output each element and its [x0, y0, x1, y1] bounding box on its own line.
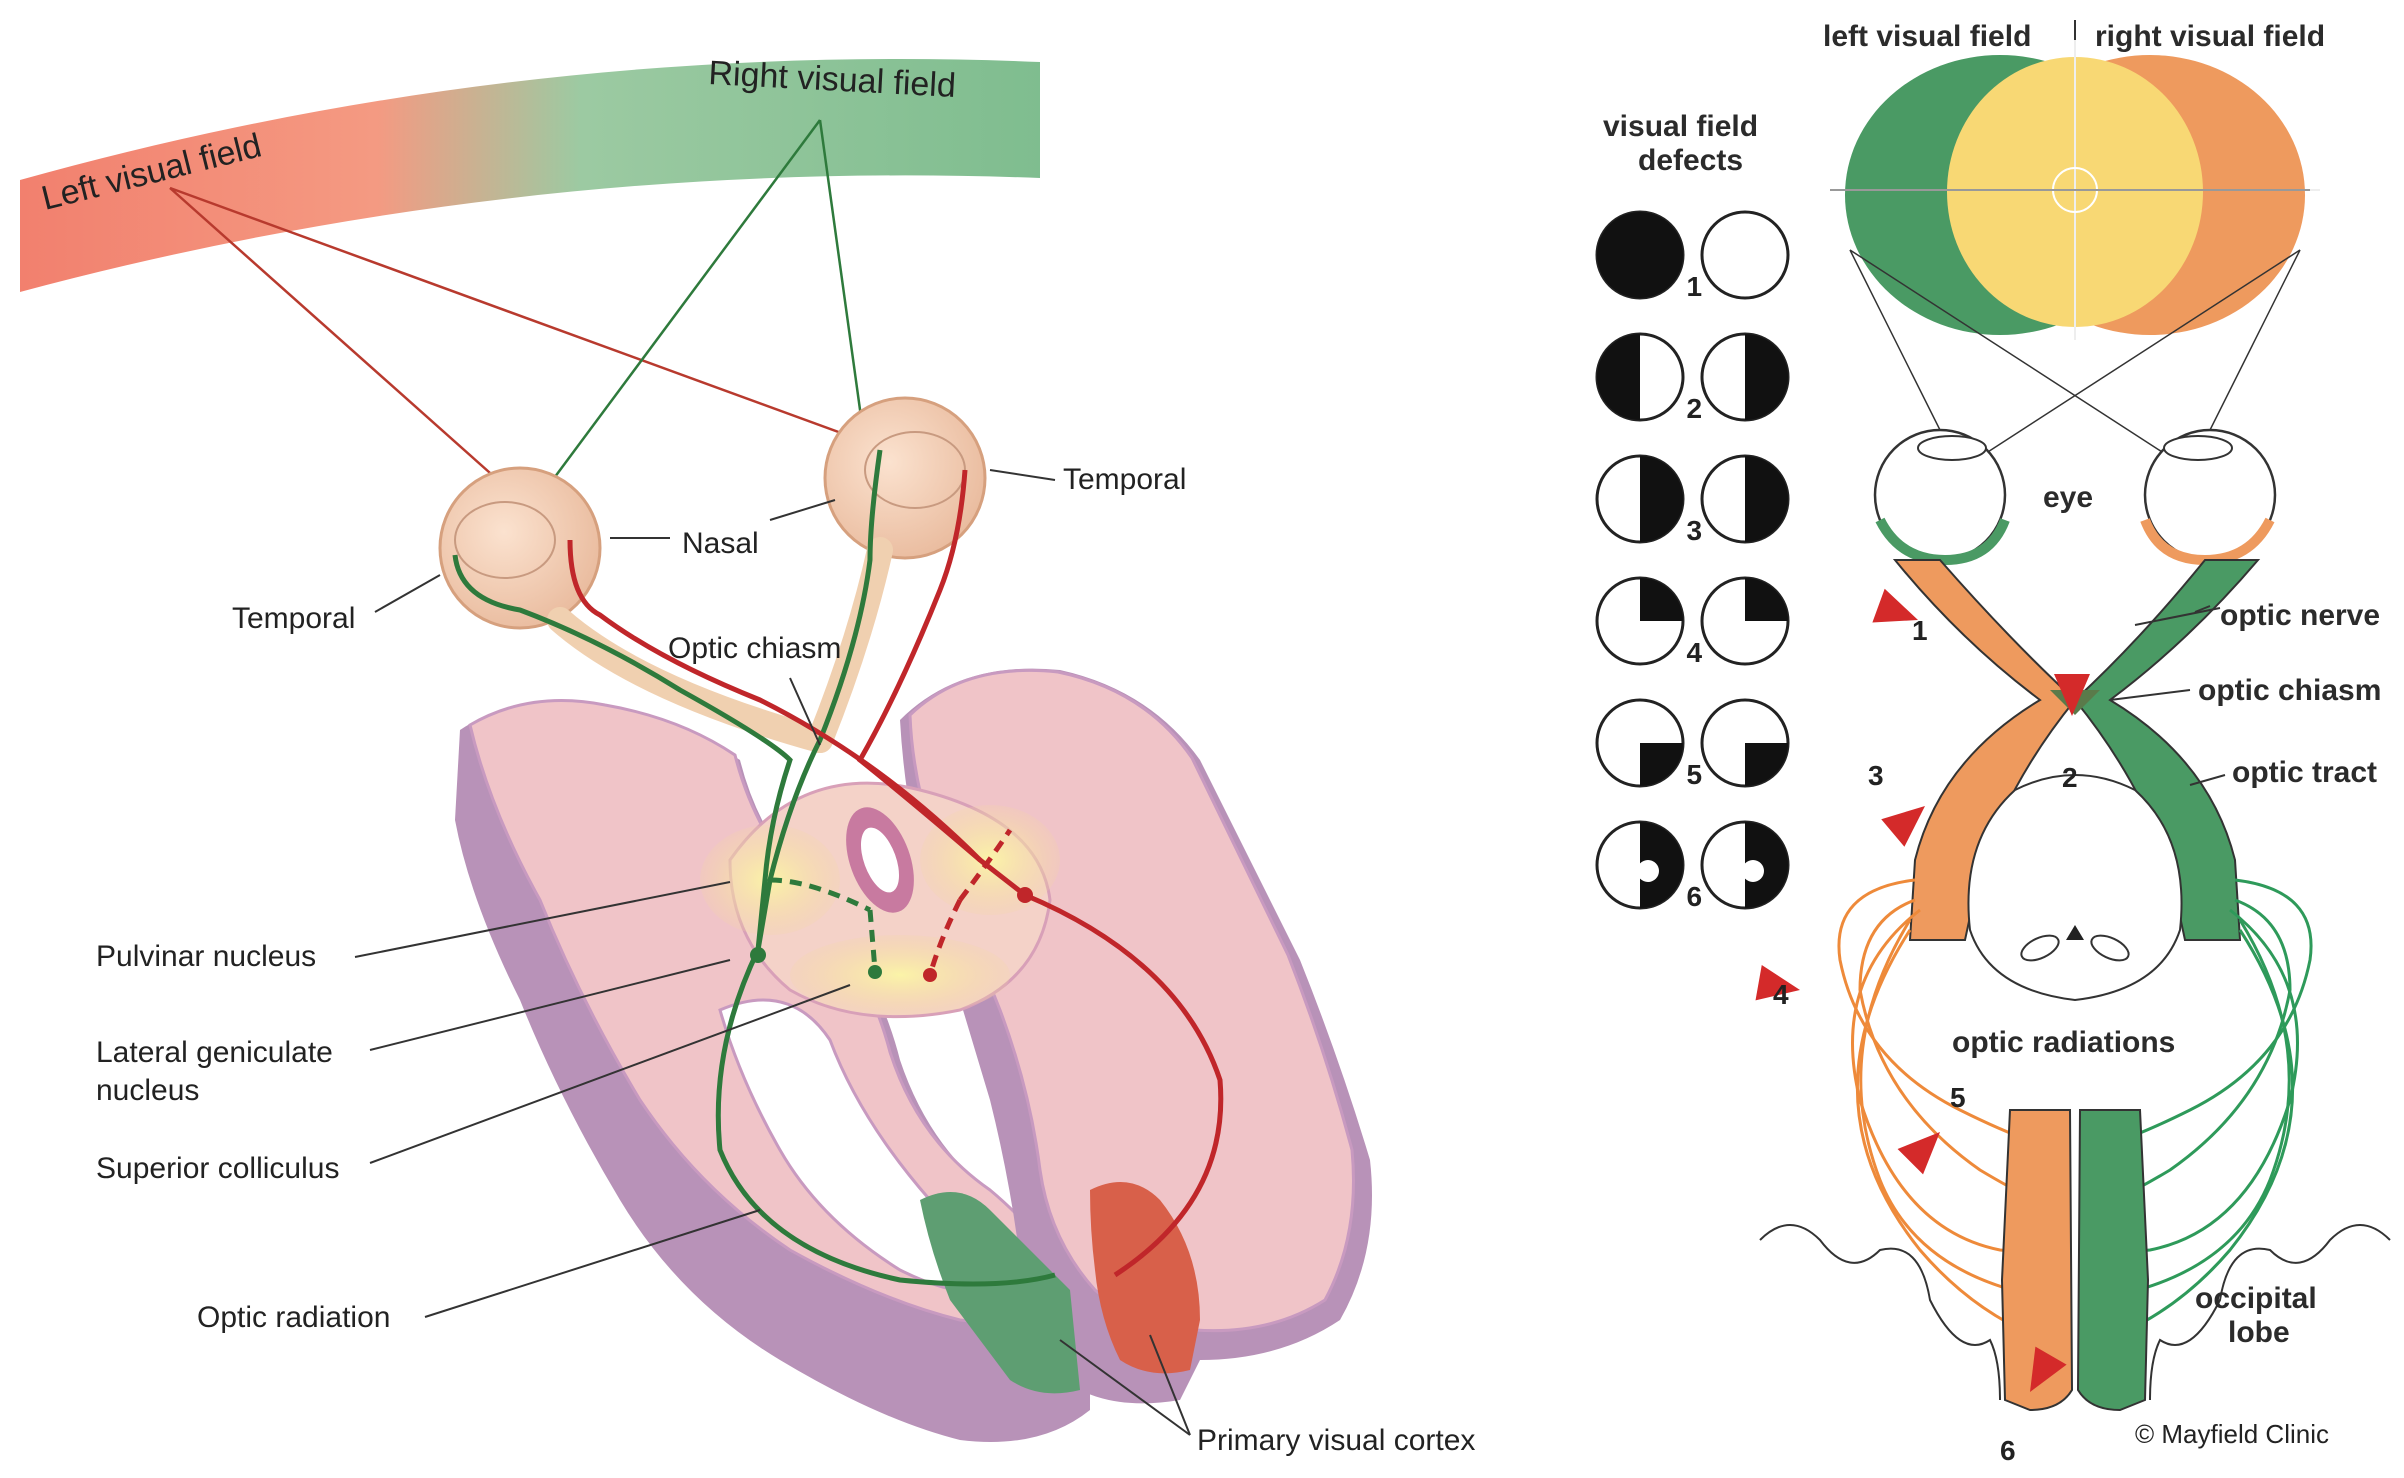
nasal-label: Nasal [682, 527, 759, 560]
optic-tract-label: optic tract [2232, 756, 2377, 789]
occipital-lobe-outline [1759, 1224, 2391, 1401]
optic-chiasm-right-label: optic chiasm [2198, 674, 2381, 707]
lesion-arrow-6 [2030, 1346, 2067, 1392]
superior-colliculus-label: Superior colliculus [96, 1152, 339, 1185]
occipital-lobe-label-line1: occipital [2195, 1282, 2317, 1315]
leader-lines [354, 469, 1191, 1436]
defect-number-2: 2 [1687, 393, 1703, 424]
optic-radiation-label: Optic radiation [197, 1301, 390, 1334]
lesion-number-5: 5 [1950, 1082, 1966, 1113]
optic-nerve-label: optic nerve [2220, 599, 2380, 632]
lgn-label-line1: Lateral geniculate [96, 1036, 333, 1069]
lesion-number-3: 3 [1868, 760, 1884, 791]
right-optic-radiations [2089, 878, 2313, 1347]
synapse-markers [750, 887, 1033, 982]
midbrain-aqueduct [2066, 925, 2084, 940]
temporal-left-label: Temporal [232, 602, 355, 635]
defect-2-left-eye-blind-area [1597, 334, 1640, 420]
optic-chiasm-label: Optic chiasm [668, 632, 841, 665]
defect-1-right-eye-field [1700, 210, 1790, 300]
lesion-arrow-5 [1897, 1132, 1940, 1175]
right-schematic-panel: left visual field right visual field [1595, 20, 2391, 1466]
defect-6-right-eye-blind-area [1745, 822, 1788, 908]
lesion-number-6: 6 [2000, 1435, 2016, 1466]
defect-number-5: 5 [1687, 759, 1703, 790]
lgn-label-line2: nucleus [96, 1074, 199, 1107]
right-field-pathway [452, 449, 1056, 1287]
pulvinar-nucleus-label: Pulvinar nucleus [96, 940, 316, 973]
lesion-arrow-2 [2054, 674, 2090, 716]
schematic-midbrain [1967, 774, 2183, 1002]
left-visual-cortex [2000, 1109, 2074, 1412]
schematic-leader-lines [2109, 605, 2226, 786]
eye-label: eye [2043, 481, 2093, 514]
credit-label: © Mayfield Clinic [2135, 1419, 2329, 1449]
schematic-left-eye [1873, 428, 2010, 566]
defects-title-line2: defects [1638, 144, 1743, 177]
defect-5-left-eye-blind-area [1640, 743, 1683, 786]
right-visual-cortex [2076, 1109, 2150, 1412]
right-eye [823, 396, 987, 560]
visual-field-defect-diagrams: 1 2 3 4 5 6 [1595, 210, 1790, 912]
brain-section [455, 668, 1372, 1442]
left-optic-radiations [1837, 878, 2061, 1347]
visual-field-band [20, 59, 1040, 292]
lesion-arrow-1 [1872, 588, 1918, 623]
lesion-arrow-4 [1755, 964, 1800, 1001]
lesion-number-4: 4 [1773, 979, 1789, 1010]
defect-number-3: 3 [1687, 515, 1703, 546]
schematic-right-eye [2140, 428, 2277, 566]
defect-1-left-eye-blind-area [1597, 212, 1683, 298]
optic-radiations-label: optic radiations [1952, 1026, 2175, 1059]
visual-field-ovals [1830, 40, 2320, 340]
left-visual-field-header: left visual field [1823, 20, 2031, 53]
defect-number-1: 1 [1687, 271, 1703, 302]
left-field-pathway [567, 469, 1224, 1278]
defect-number-6: 6 [1687, 881, 1703, 912]
defect-2-right-eye-blind-area [1745, 334, 1788, 420]
defect-3-left-eye-blind-area [1640, 456, 1683, 542]
primary-visual-cortex-label: Primary visual cortex [1197, 1424, 1475, 1457]
defect-6-right-eye-macular-sparing [1742, 860, 1764, 882]
lesion-arrow-3 [1881, 806, 1925, 847]
defect-number-4: 4 [1687, 637, 1703, 668]
lesion-number-1: 1 [1912, 615, 1928, 646]
defects-title-line1: visual field [1603, 110, 1758, 143]
left-anatomy-panel: Left visual field Right visual field [20, 54, 1475, 1457]
defect-4-left-eye-blind-area [1640, 578, 1683, 621]
defect-4-right-eye-blind-area [1745, 578, 1788, 621]
right-visual-field-header: right visual field [2095, 20, 2325, 53]
lesion-number-2: 2 [2062, 762, 2078, 793]
defect-3-right-eye-blind-area [1745, 456, 1788, 542]
occipital-lobe-label-line2: lobe [2228, 1316, 2290, 1349]
defect-6-left-eye-blind-area [1640, 822, 1683, 908]
defect-6-left-eye-macular-sparing [1637, 860, 1659, 882]
left-eye [438, 466, 602, 630]
lesion-markers: 1 2 3 4 5 6 [1755, 588, 2090, 1466]
defect-5-right-eye-blind-area [1745, 743, 1788, 786]
temporal-right-label: Temporal [1063, 463, 1186, 496]
